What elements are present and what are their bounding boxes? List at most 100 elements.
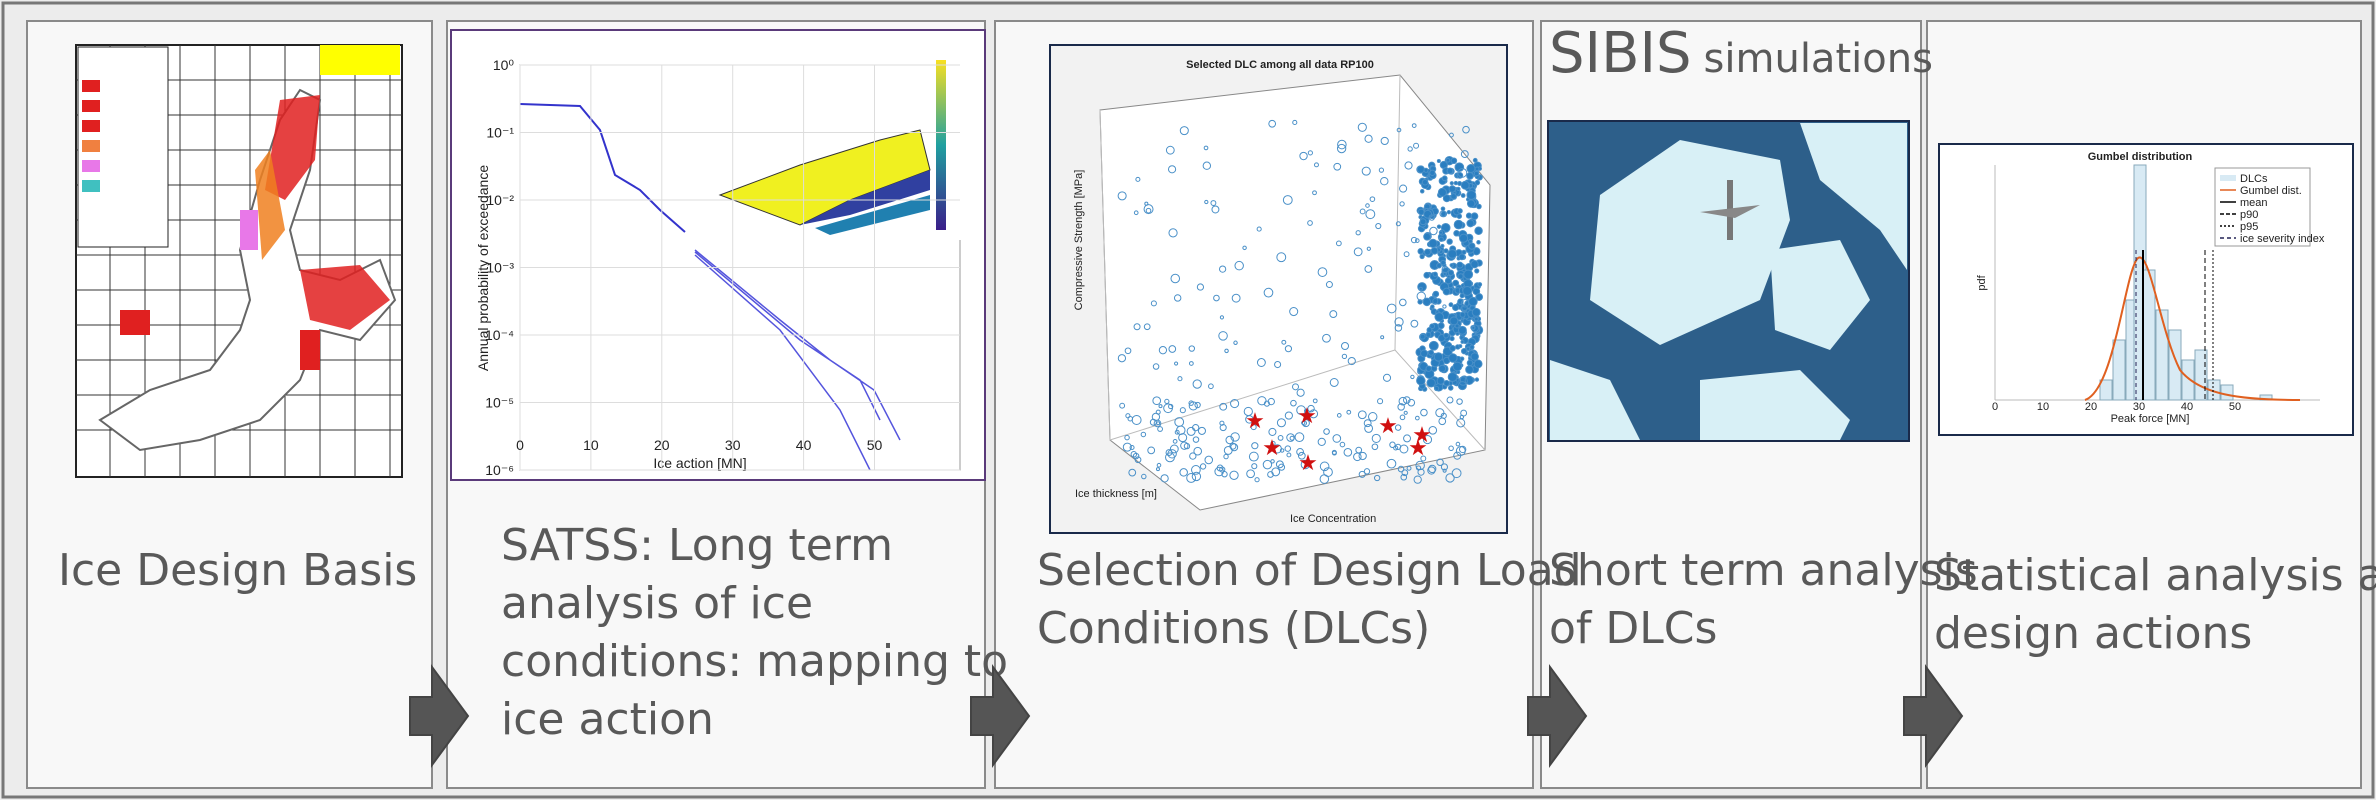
scatter-dot [1475, 269, 1479, 273]
scatter-dot [1451, 194, 1457, 200]
scatter-dot [1458, 326, 1466, 334]
scatter-dot [1467, 165, 1475, 173]
scatter-dot [1450, 346, 1456, 352]
x-tick-label: 40 [796, 437, 812, 453]
x-tick-label: 0 [1992, 401, 1998, 413]
scatter-dot [1474, 360, 1482, 368]
legend-label: mean [2240, 197, 2268, 209]
scatter-dot [1429, 239, 1437, 247]
scatter-dot [1457, 187, 1460, 190]
x-tick-label: 10 [583, 437, 599, 453]
hist-bar [2100, 380, 2112, 400]
star-marker: ★ [1262, 435, 1282, 460]
scatter-dot [1461, 340, 1464, 343]
scatter-dot [1420, 190, 1423, 193]
scatter-dot [1477, 204, 1482, 209]
scatter-dot [1431, 305, 1435, 309]
scatter-dot [1457, 214, 1461, 218]
hist-bar [2113, 340, 2125, 400]
scatter-dot [1478, 283, 1482, 287]
scatter-dot [1463, 286, 1472, 295]
scatter-dot [1447, 168, 1453, 174]
scatter-dot [1454, 181, 1457, 184]
scatter-dot [1450, 264, 1453, 267]
scatter-dot [1437, 159, 1440, 162]
scatter-dot [1466, 366, 1474, 374]
scatter-dot [1469, 243, 1475, 249]
y-tick-label: 10⁻⁵ [485, 395, 514, 411]
scatter-dot [1472, 308, 1480, 316]
scatter-dot [1461, 194, 1465, 198]
caption-line: of DLCs [1549, 603, 1717, 654]
x-tick-label: 0 [516, 437, 524, 453]
y-tick-label: 10⁻⁴ [485, 327, 514, 343]
scatter-dot [1475, 180, 1479, 184]
scatter-dot [1450, 182, 1453, 185]
x-tick-label: 30 [725, 437, 741, 453]
caption-line: SATSS: Long term [501, 520, 893, 571]
scatter-dot [1453, 280, 1459, 286]
scatter-dot [1449, 186, 1455, 192]
y-tick-label: 10⁻² [486, 192, 514, 208]
scatter-dot [1424, 249, 1430, 255]
scatter-dot [1445, 278, 1451, 284]
scatter-dot [1434, 353, 1442, 361]
scatter-dot [1449, 354, 1457, 362]
caption-line: design actions [1934, 608, 2252, 659]
scatter-dot [1474, 317, 1478, 321]
scatter-dot [1430, 170, 1435, 175]
dlc-scatter: Selected DLC among all data RP100 Compre… [1050, 45, 1507, 533]
x-axis-label: Peak force [MN] [2111, 413, 2190, 425]
x-tick-label: 30 [2133, 401, 2145, 413]
scatter-dot [1454, 220, 1463, 229]
scatter-dot [1475, 227, 1482, 234]
hist-bar [2169, 330, 2181, 400]
scatter-dot [1439, 237, 1443, 241]
scatter-dot [1438, 323, 1444, 329]
scatter-dot [1448, 270, 1453, 275]
scatter-dot [1447, 210, 1450, 213]
scatter-dot [1462, 348, 1467, 353]
scatter-dot [1472, 326, 1475, 329]
y-tick-label: 10⁰ [493, 57, 515, 73]
scatter-dot [1417, 166, 1424, 173]
x-tick-label: 10 [2037, 401, 2049, 413]
scatter-dot [1460, 357, 1464, 361]
scatter-dot [1460, 234, 1468, 242]
scatter-dot [1422, 179, 1428, 185]
scatter-dot [1477, 241, 1480, 244]
scatter-dot [1420, 254, 1424, 258]
slide: Annual probability of exceedance Ice act… [0, 0, 2376, 800]
scatter-dot [1450, 317, 1458, 325]
scatter-dot [1458, 209, 1463, 214]
scatter-dot [1437, 377, 1444, 384]
scatter-dot [1420, 334, 1425, 339]
legend-label: p95 [2240, 221, 2258, 233]
scatter-dot [1443, 288, 1450, 295]
scatter-dot [1451, 158, 1457, 164]
scatter-dot [1448, 386, 1453, 391]
scatter-dot [1420, 219, 1426, 225]
caption-line: Selection of Design Load [1037, 545, 1582, 596]
caption-line: Ice Design Basis [58, 545, 417, 596]
map-image [76, 45, 402, 477]
scatter-dot [1424, 233, 1431, 240]
x-tick-label: 50 [2229, 401, 2241, 413]
scatter-dot [1437, 225, 1440, 228]
scatter-dot [1433, 272, 1437, 276]
scatter-dot [1433, 299, 1438, 304]
scatter-dot [1467, 220, 1474, 227]
legend-label: Gumbel dist. [2240, 185, 2302, 197]
caption-line: Conditions (DLCs) [1037, 603, 1430, 654]
scatter-dot [1444, 333, 1449, 338]
scatter-dot [1433, 291, 1439, 297]
scatter-dot [1439, 365, 1446, 372]
scatter-dot [1438, 188, 1446, 196]
legend-label: p90 [2240, 209, 2258, 221]
simulation-image [1548, 121, 1909, 441]
scatter-dot [1458, 274, 1463, 279]
legend-label: ice severity index [2240, 233, 2325, 245]
caption-line: Short term analysis [1549, 545, 1978, 596]
x-tick-label: 40 [2181, 401, 2193, 413]
scatter-dot [1441, 260, 1446, 265]
